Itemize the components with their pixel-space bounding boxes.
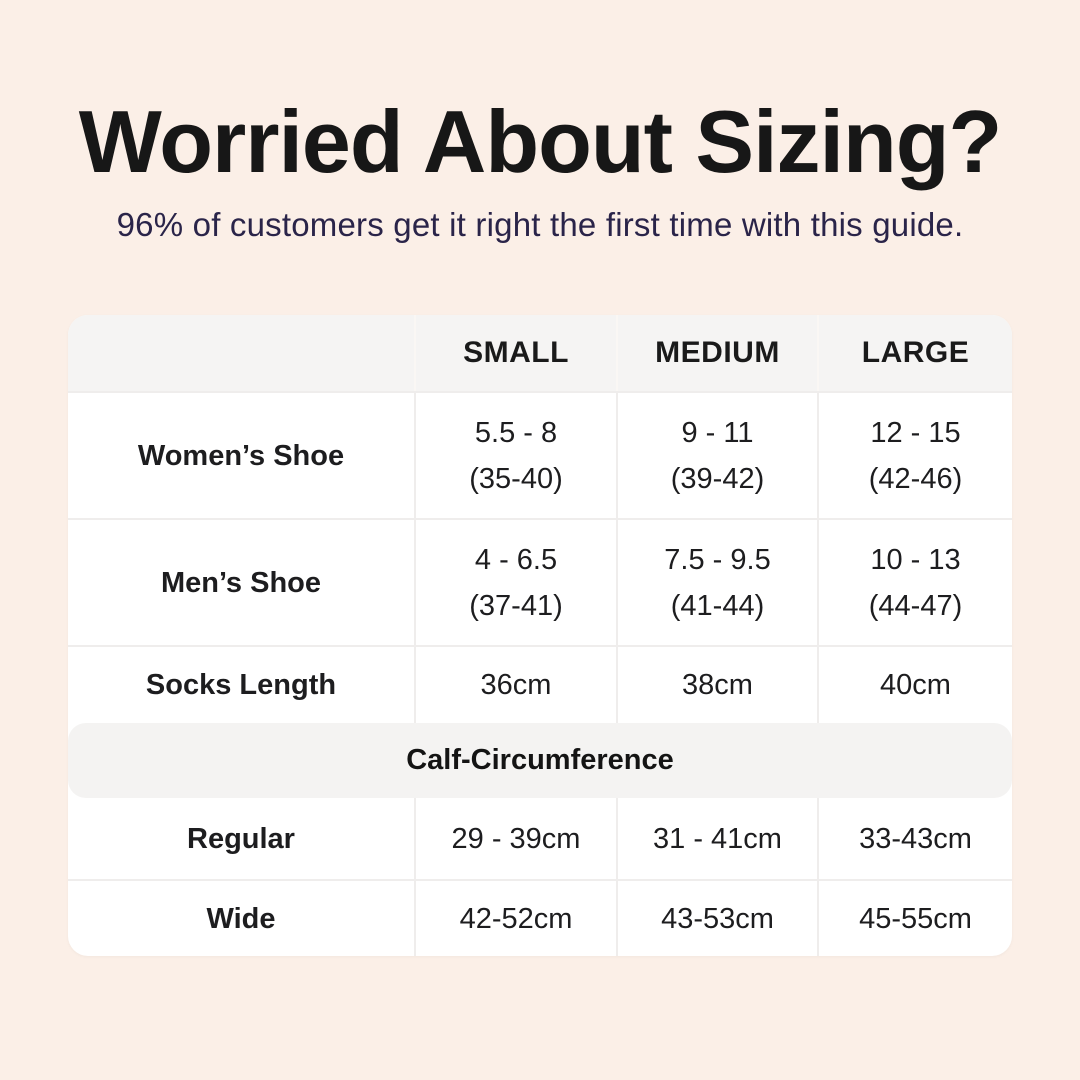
column-header-medium: MEDIUM <box>616 315 817 391</box>
cell-line: (39-42) <box>670 462 765 495</box>
cell-line: (41-44) <box>670 589 765 622</box>
row-label-wide: Wide <box>206 902 276 935</box>
socks-length-large-cell: 40cm <box>817 647 1012 723</box>
table-row-regular: Regular 29 - 39cm 31 - 41cm 33-43cm <box>68 798 1012 879</box>
table-row-wide: Wide 42-52cm 43-53cm 45-55cm <box>68 879 1012 956</box>
cell-line: (37-41) <box>469 589 563 622</box>
column-header-small: SMALL <box>414 315 616 391</box>
regular-medium-cell: 31 - 41cm <box>616 798 817 879</box>
cell-line: (35-40) <box>469 462 563 495</box>
mens-shoe-medium-cell: 7.5 - 9.5 (41-44) <box>616 520 817 645</box>
socks-length-small-cell: 36cm <box>414 647 616 723</box>
cell-line: 4 - 6.5 <box>474 543 558 576</box>
wide-small-cell: 42-52cm <box>414 881 616 956</box>
row-label-regular: Regular <box>187 822 295 855</box>
column-header-large: LARGE <box>817 315 1012 391</box>
womens-shoe-small-cell: 5.5 - 8 (35-40) <box>414 393 616 518</box>
cell-line: 5.5 - 8 <box>474 416 558 449</box>
row-label-mens-shoe: Men’s Shoe <box>160 566 322 599</box>
mens-shoe-small-cell: 4 - 6.5 (37-41) <box>414 520 616 645</box>
page-title: Worried About Sizing? <box>78 92 1002 191</box>
regular-large-cell: 33-43cm <box>817 798 1012 879</box>
table-row-mens-shoe: Men’s Shoe 4 - 6.5 (37-41) 7.5 - 9.5 (41… <box>68 518 1012 645</box>
mens-shoe-large-cell: 10 - 13 (44-47) <box>817 520 1012 645</box>
socks-length-medium-cell: 38cm <box>616 647 817 723</box>
section-header-calf-circumference: Calf-Circumference <box>68 723 1012 798</box>
table-row-womens-shoe: Women’s Shoe 5.5 - 8 (35-40) 9 - 11 (39-… <box>68 391 1012 518</box>
table-header-row: SMALL MEDIUM LARGE <box>68 315 1012 391</box>
womens-shoe-medium-cell: 9 - 11 (39-42) <box>616 393 817 518</box>
table-row-socks-length: Socks Length 36cm 38cm 40cm <box>68 645 1012 723</box>
page-subtitle: 96% of customers get it right the first … <box>116 206 964 243</box>
column-header-empty <box>68 315 414 391</box>
cell-line: 12 - 15 <box>870 416 961 449</box>
womens-shoe-large-cell: 12 - 15 (42-46) <box>817 393 1012 518</box>
cell-line: 10 - 13 <box>870 543 961 576</box>
row-label-womens-shoe: Women’s Shoe <box>137 439 345 472</box>
regular-small-cell: 29 - 39cm <box>414 798 616 879</box>
wide-medium-cell: 43-53cm <box>616 881 817 956</box>
cell-line: (42-46) <box>868 462 963 495</box>
cell-line: 7.5 - 9.5 <box>664 543 771 576</box>
size-chart-table: SMALL MEDIUM LARGE Women’s Shoe 5.5 - 8 … <box>68 315 1012 956</box>
cell-line: (44-47) <box>868 589 963 622</box>
row-label-socks-length: Socks Length <box>145 669 337 701</box>
wide-large-cell: 45-55cm <box>817 881 1012 956</box>
cell-line: 9 - 11 <box>681 416 754 449</box>
